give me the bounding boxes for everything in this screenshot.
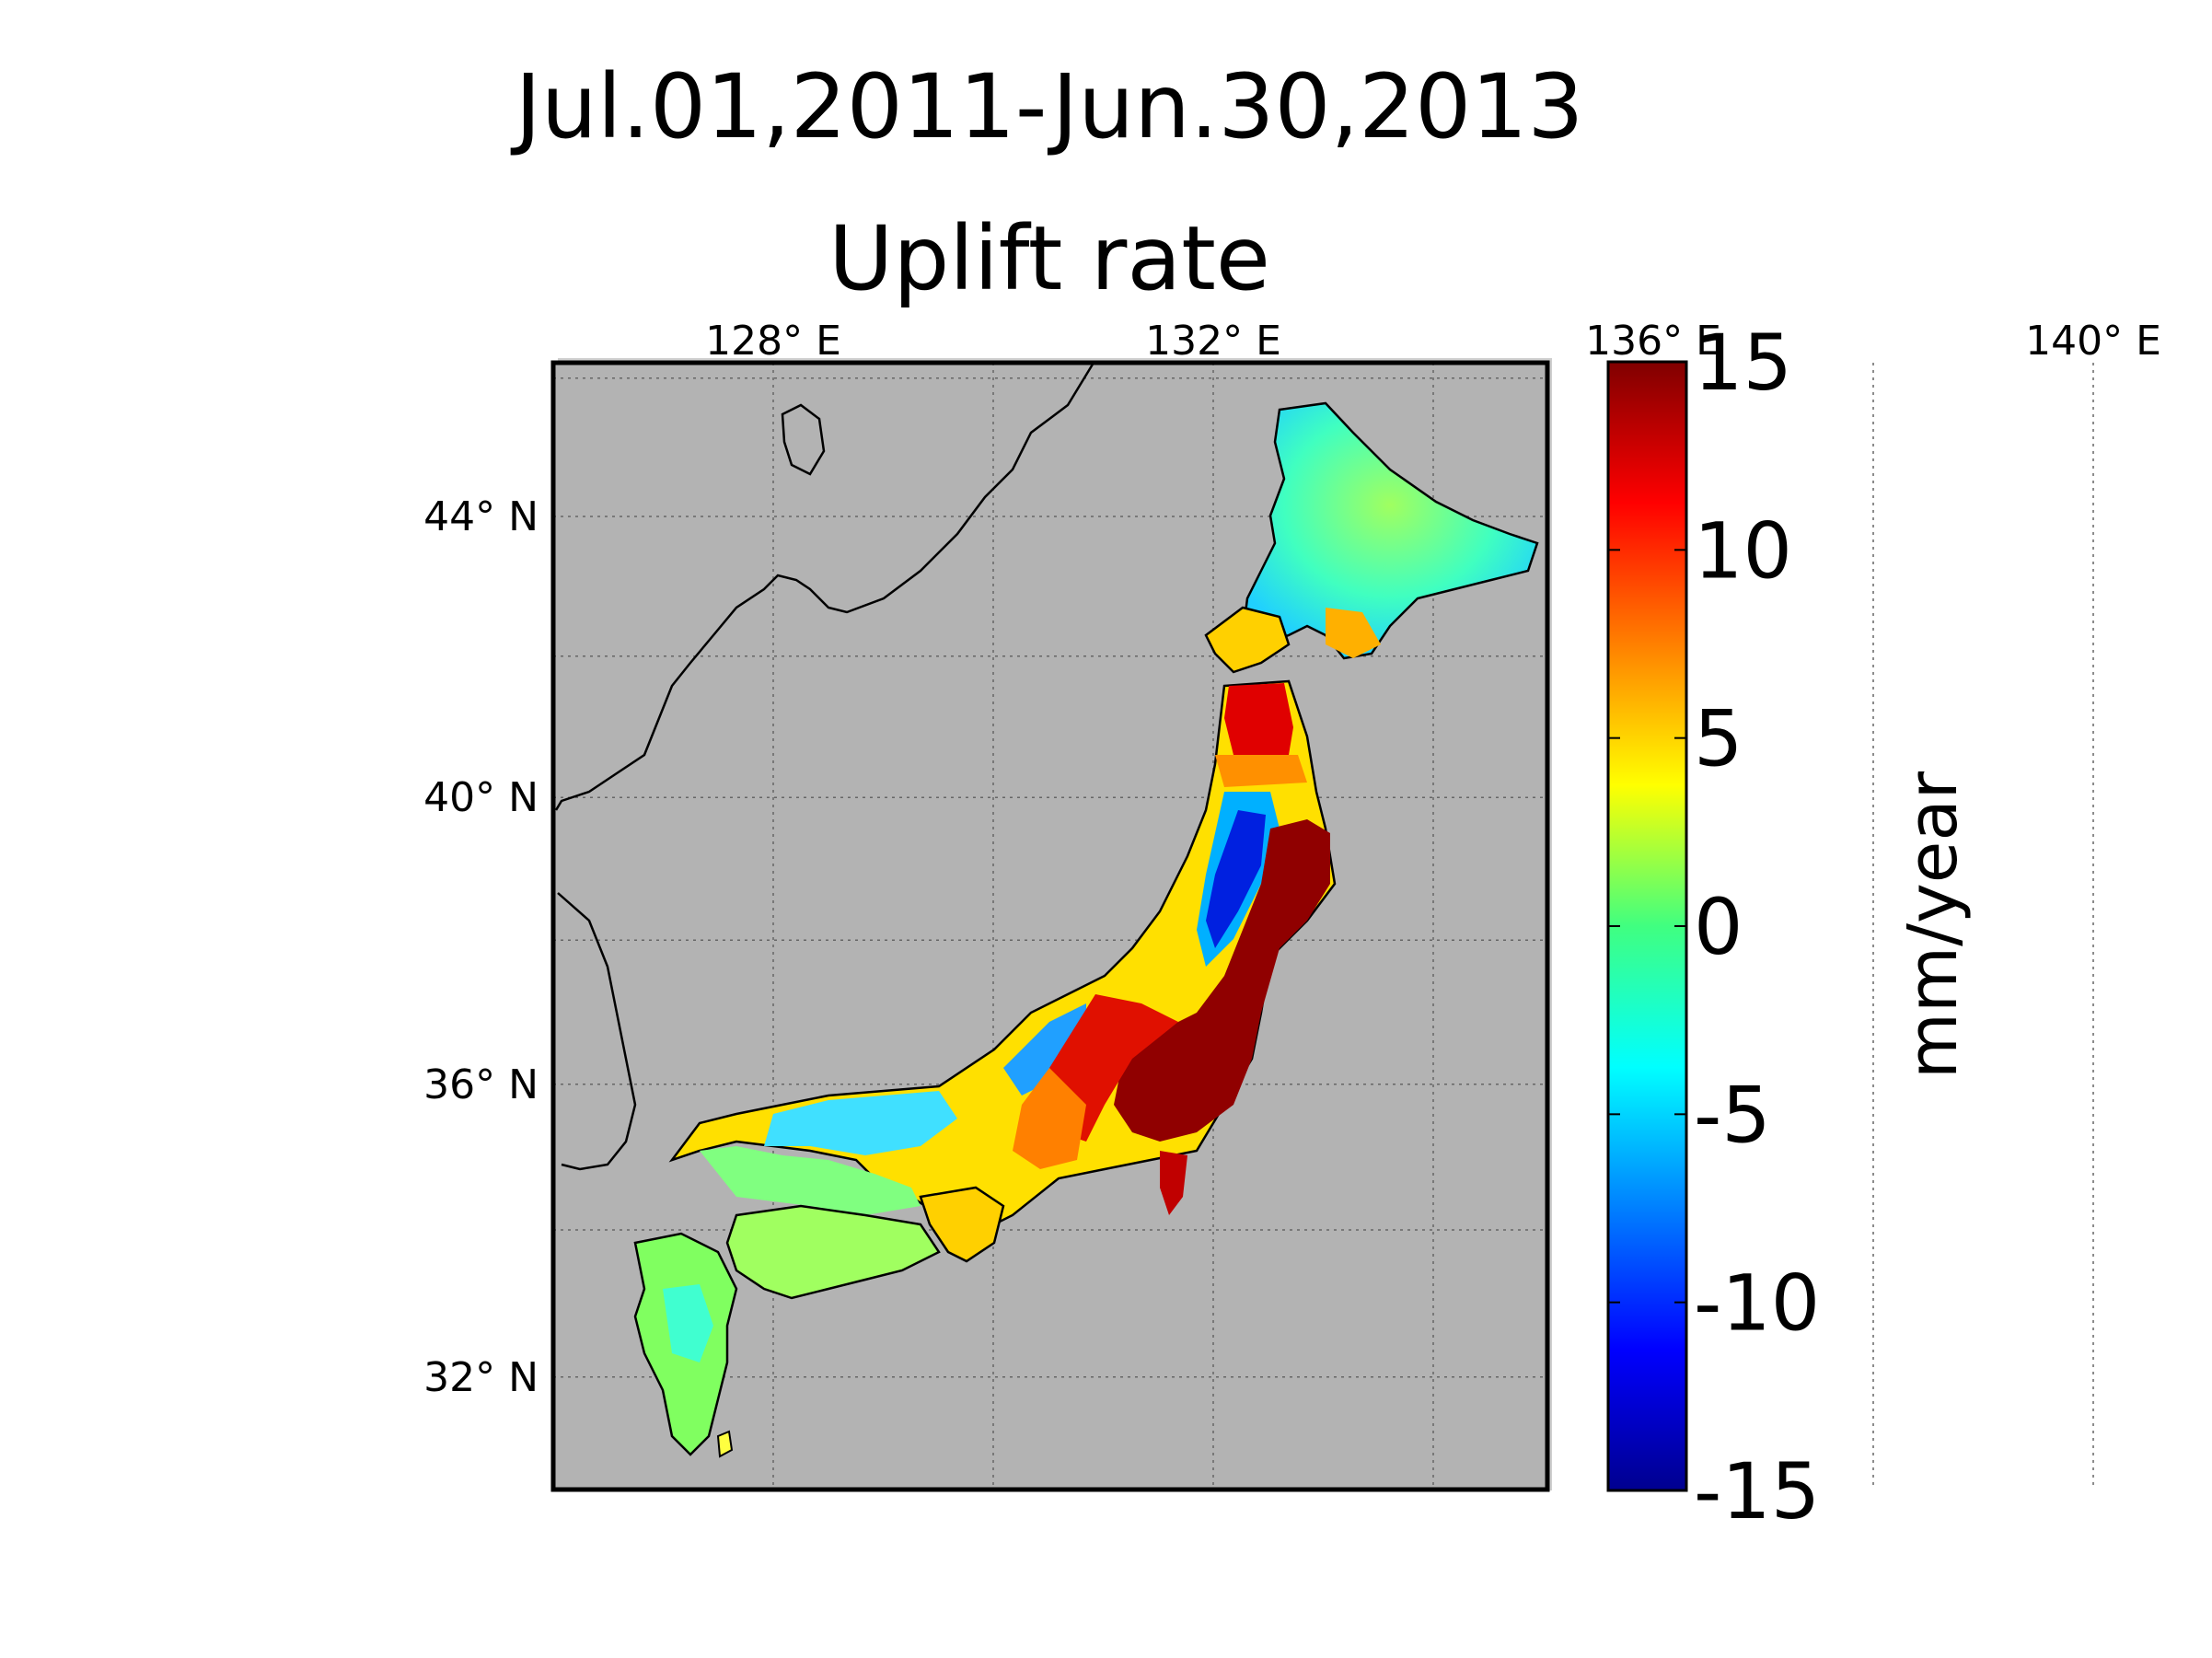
shikoku-uplift [725,1204,941,1300]
colorbar-tick-label: -5 [1694,1070,1771,1160]
longitude-tick-label: 140° E [2025,318,2161,365]
longitude-tick-label: 132° E [1145,318,1281,365]
colorbar-label: mm/year [1894,771,1973,1079]
hokkaido-uplift [1241,401,1539,660]
sakhalin-island [781,403,826,476]
chugoku-green [700,1146,921,1215]
hokkaido-southwest-peninsula [1204,606,1291,674]
colorbar-tick-label: 5 [1694,694,1743,784]
hokkaido-south-uplift [1326,608,1381,658]
kii-uplift [919,1186,1005,1263]
chart-title: Jul.01,2011-Jun.30,2013 [515,55,1584,158]
kyushu-cyan [663,1284,713,1362]
hokuriku-blue [1003,1003,1086,1096]
colorbar-ticks: 15 10 5 0 -5 -10 -15 [1608,318,1820,1536]
eastern-tohoku-dark-red [1114,819,1330,1142]
central-honshu-orange [1013,1068,1086,1169]
longitude-tick-label: 136° E [1585,318,1721,365]
korea-coastline [557,892,637,1171]
latitude-tick-label: 40° N [423,774,539,821]
colorbar-tick-label: 0 [1694,882,1743,972]
latitude-tick-label: 44° N [423,493,539,540]
latitude-tick-label: 32° N [423,1354,539,1401]
western-honshu-negative [764,1091,957,1155]
izu-red [1160,1151,1187,1215]
tohoku-deep-blue [1206,810,1266,948]
tanegashima-island [716,1430,734,1458]
colorbar [1606,360,1688,1492]
longitude-tick-label: 128° E [705,318,841,365]
colorbar-tick-label: 10 [1694,505,1792,596]
asia-coastline [554,362,1095,811]
latitude-tick-label: 36° N [423,1061,539,1108]
aomori-red [1224,683,1293,755]
latitude-tick-labels: 44° N 40° N 36° N 32° N [423,493,539,1401]
colorbar-tick-label: -10 [1694,1258,1820,1349]
chart-subtitle: Uplift rate [828,207,1270,310]
northern-tohoku-orange [1215,755,1307,787]
colorbar-tick-label: -15 [1694,1446,1820,1536]
map-frame [550,360,1550,1492]
colorbar-tick-label: 15 [1694,318,1792,408]
